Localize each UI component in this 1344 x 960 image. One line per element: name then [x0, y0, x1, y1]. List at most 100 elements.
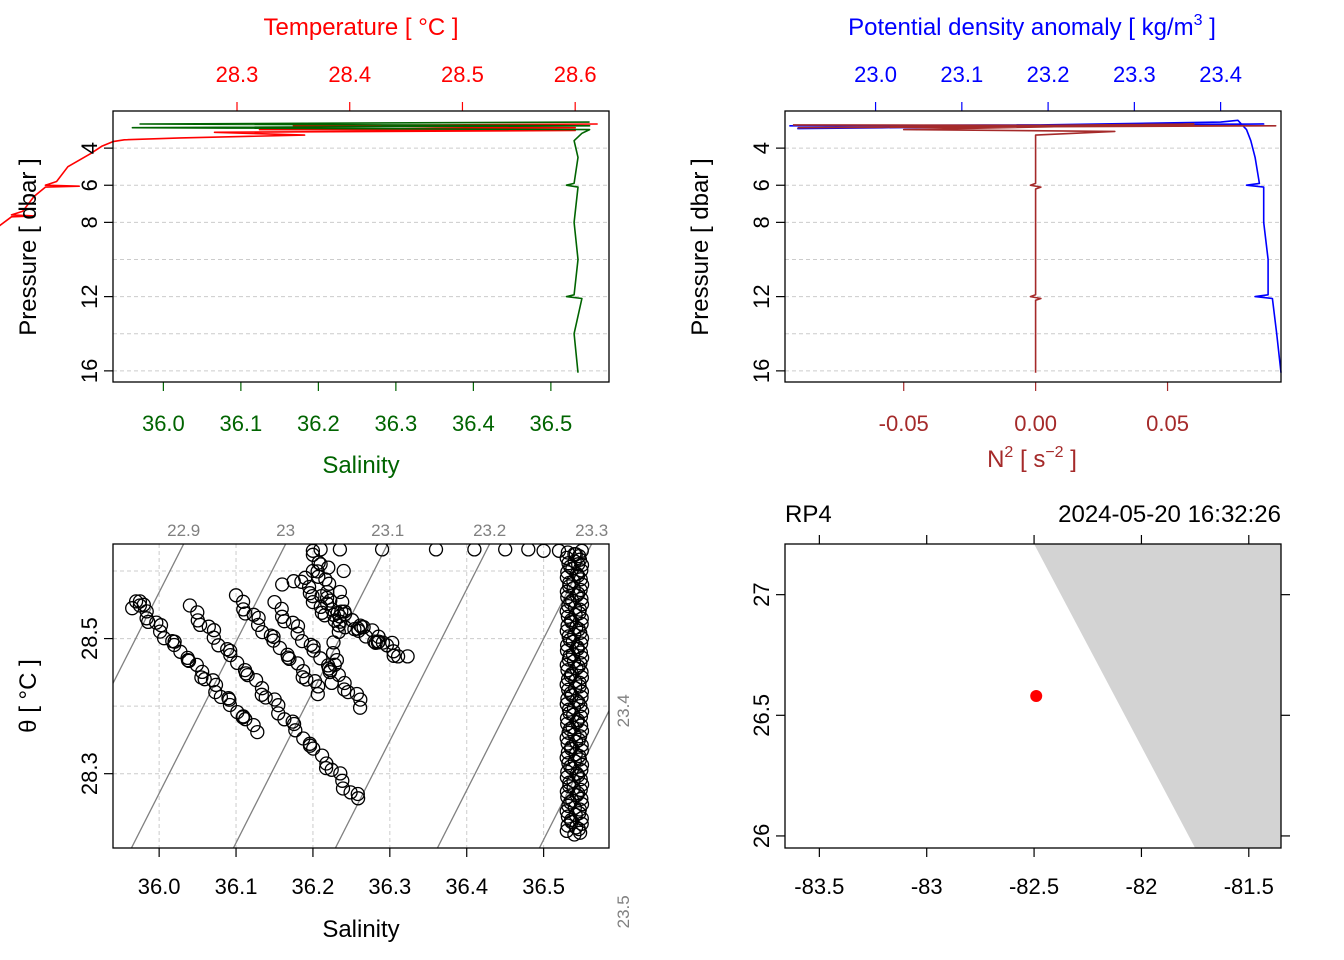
isopycnal-label: 23.5 — [614, 895, 633, 928]
p3-points — [125, 544, 590, 842]
lon-tick-label: -83 — [911, 874, 943, 899]
ts-point — [294, 574, 309, 589]
x-tick-label: 36.1 — [215, 874, 258, 899]
p1-y-axis-title: Pressure [ dbar ] — [15, 158, 42, 335]
isopycnal-line — [538, 709, 609, 848]
p2-y-axis-title: Pressure [ dbar ] — [687, 158, 714, 335]
ts-point — [306, 639, 321, 654]
top-axis-tick-label: 23.2 — [1027, 62, 1070, 87]
ts-point — [336, 563, 351, 579]
lat-tick-label: 27 — [749, 582, 774, 606]
top-axis-tick-label: 23.0 — [854, 62, 897, 87]
isopycnal-line — [113, 544, 185, 685]
ts-point — [240, 667, 255, 683]
ts-point — [197, 672, 212, 687]
ts-point — [250, 617, 266, 633]
bottom-axis-tick-label: 0.00 — [1014, 411, 1057, 436]
ts-point — [258, 690, 273, 705]
ts-point — [370, 635, 386, 650]
ts-point — [230, 655, 245, 671]
station-marker — [1030, 690, 1043, 702]
x-tick-label: 36.4 — [445, 874, 488, 899]
y-tick-label: 16 — [77, 359, 102, 383]
ts-point — [238, 606, 253, 621]
bottom-axis-tick-label: 36.0 — [142, 411, 185, 436]
ts-point — [182, 598, 198, 613]
bottom-axis-tick-label: 0.05 — [1146, 411, 1189, 436]
isopycnal-label: 23.4 — [614, 694, 633, 727]
isopycnal-label: 23.3 — [575, 521, 608, 540]
ts-point — [571, 586, 586, 601]
ts-point — [299, 672, 314, 687]
ts-point — [208, 684, 223, 700]
ts-point — [313, 544, 328, 557]
ts-point — [570, 786, 586, 801]
isopycnal-line — [130, 544, 287, 848]
ts-point — [205, 673, 221, 688]
ts-point — [153, 618, 169, 633]
bottom-axis-tick-label: 36.5 — [529, 411, 572, 436]
ts-point — [570, 713, 585, 728]
ts-point — [563, 613, 579, 628]
top-axis-tick-label: 23.3 — [1113, 62, 1156, 87]
isopycnal-label: 23.1 — [371, 521, 404, 540]
ts-point — [335, 781, 351, 796]
y-tick-label: 4 — [77, 142, 102, 154]
bottom-axis-tick-label: 36.2 — [297, 411, 340, 436]
ts-point — [290, 656, 305, 671]
p1-lines — [0, 121, 598, 373]
p1-grid — [113, 147, 609, 372]
ts-point — [306, 741, 321, 756]
ts-point — [318, 572, 333, 587]
ts-point — [324, 675, 339, 691]
ts-point — [194, 670, 209, 685]
ts-point — [310, 686, 325, 702]
p1-bottom-axis-title: Salinity — [322, 452, 399, 479]
lon-tick-label: -83.5 — [794, 874, 844, 899]
bottom-axis-tick-label: 36.1 — [219, 411, 262, 436]
ts-point — [314, 748, 330, 763]
ts-point — [324, 762, 339, 777]
series-temperature-line — [0, 123, 598, 227]
ts-point — [322, 664, 338, 680]
ts-point — [574, 797, 590, 812]
ts-point — [222, 692, 237, 707]
ts-point — [332, 544, 348, 557]
ts-point — [559, 697, 574, 712]
ts-point — [574, 597, 590, 612]
ts-point — [310, 564, 325, 579]
ts-point — [340, 684, 356, 700]
ts-point — [571, 659, 586, 674]
y-tick-label: 12 — [749, 284, 774, 308]
ts-point — [246, 717, 261, 733]
ts-point — [400, 649, 415, 664]
ts-point — [238, 666, 254, 681]
land-polygon — [1034, 544, 1281, 848]
ts-point — [128, 594, 144, 609]
ts-point — [195, 664, 210, 680]
ts-point — [286, 716, 302, 732]
ts-point — [333, 766, 348, 781]
isopycnal-label: 23 — [276, 521, 295, 540]
p3-ticks: 36.0 36.1 36.2 36.3 36.4 36.5 28.3 28.5 — [77, 617, 565, 899]
ts-point — [331, 618, 346, 633]
top-axis-tick-label: 28.3 — [216, 62, 259, 87]
ts-point — [254, 687, 269, 702]
ts-point — [254, 681, 270, 696]
ts-point — [271, 698, 286, 713]
ts-point — [206, 623, 222, 638]
ts-point — [560, 545, 575, 560]
ts-point — [318, 760, 334, 776]
panel-ts-diagram: 22.9 23 23.1 23.2 23.323.423.5 36.0 36.1 36.2 3… — [15, 521, 633, 943]
ts-point — [311, 679, 326, 694]
bottom-axis-tick-label: -0.05 — [879, 411, 929, 436]
ts-point — [285, 714, 300, 729]
station-datetime: 2024-05-20 16:32:26 — [1058, 501, 1281, 528]
ts-point — [156, 631, 172, 646]
panel-station-map: -83.5 -83 -82.5 -82 -81.5 26 26.5 27 RP4 2024-0… — [749, 501, 1290, 899]
ts-point — [235, 594, 251, 609]
top-axis-tick-label: 23.1 — [940, 62, 983, 87]
ts-point — [374, 544, 390, 557]
series-N2-line — [792, 123, 1277, 373]
ts-point — [132, 594, 148, 609]
